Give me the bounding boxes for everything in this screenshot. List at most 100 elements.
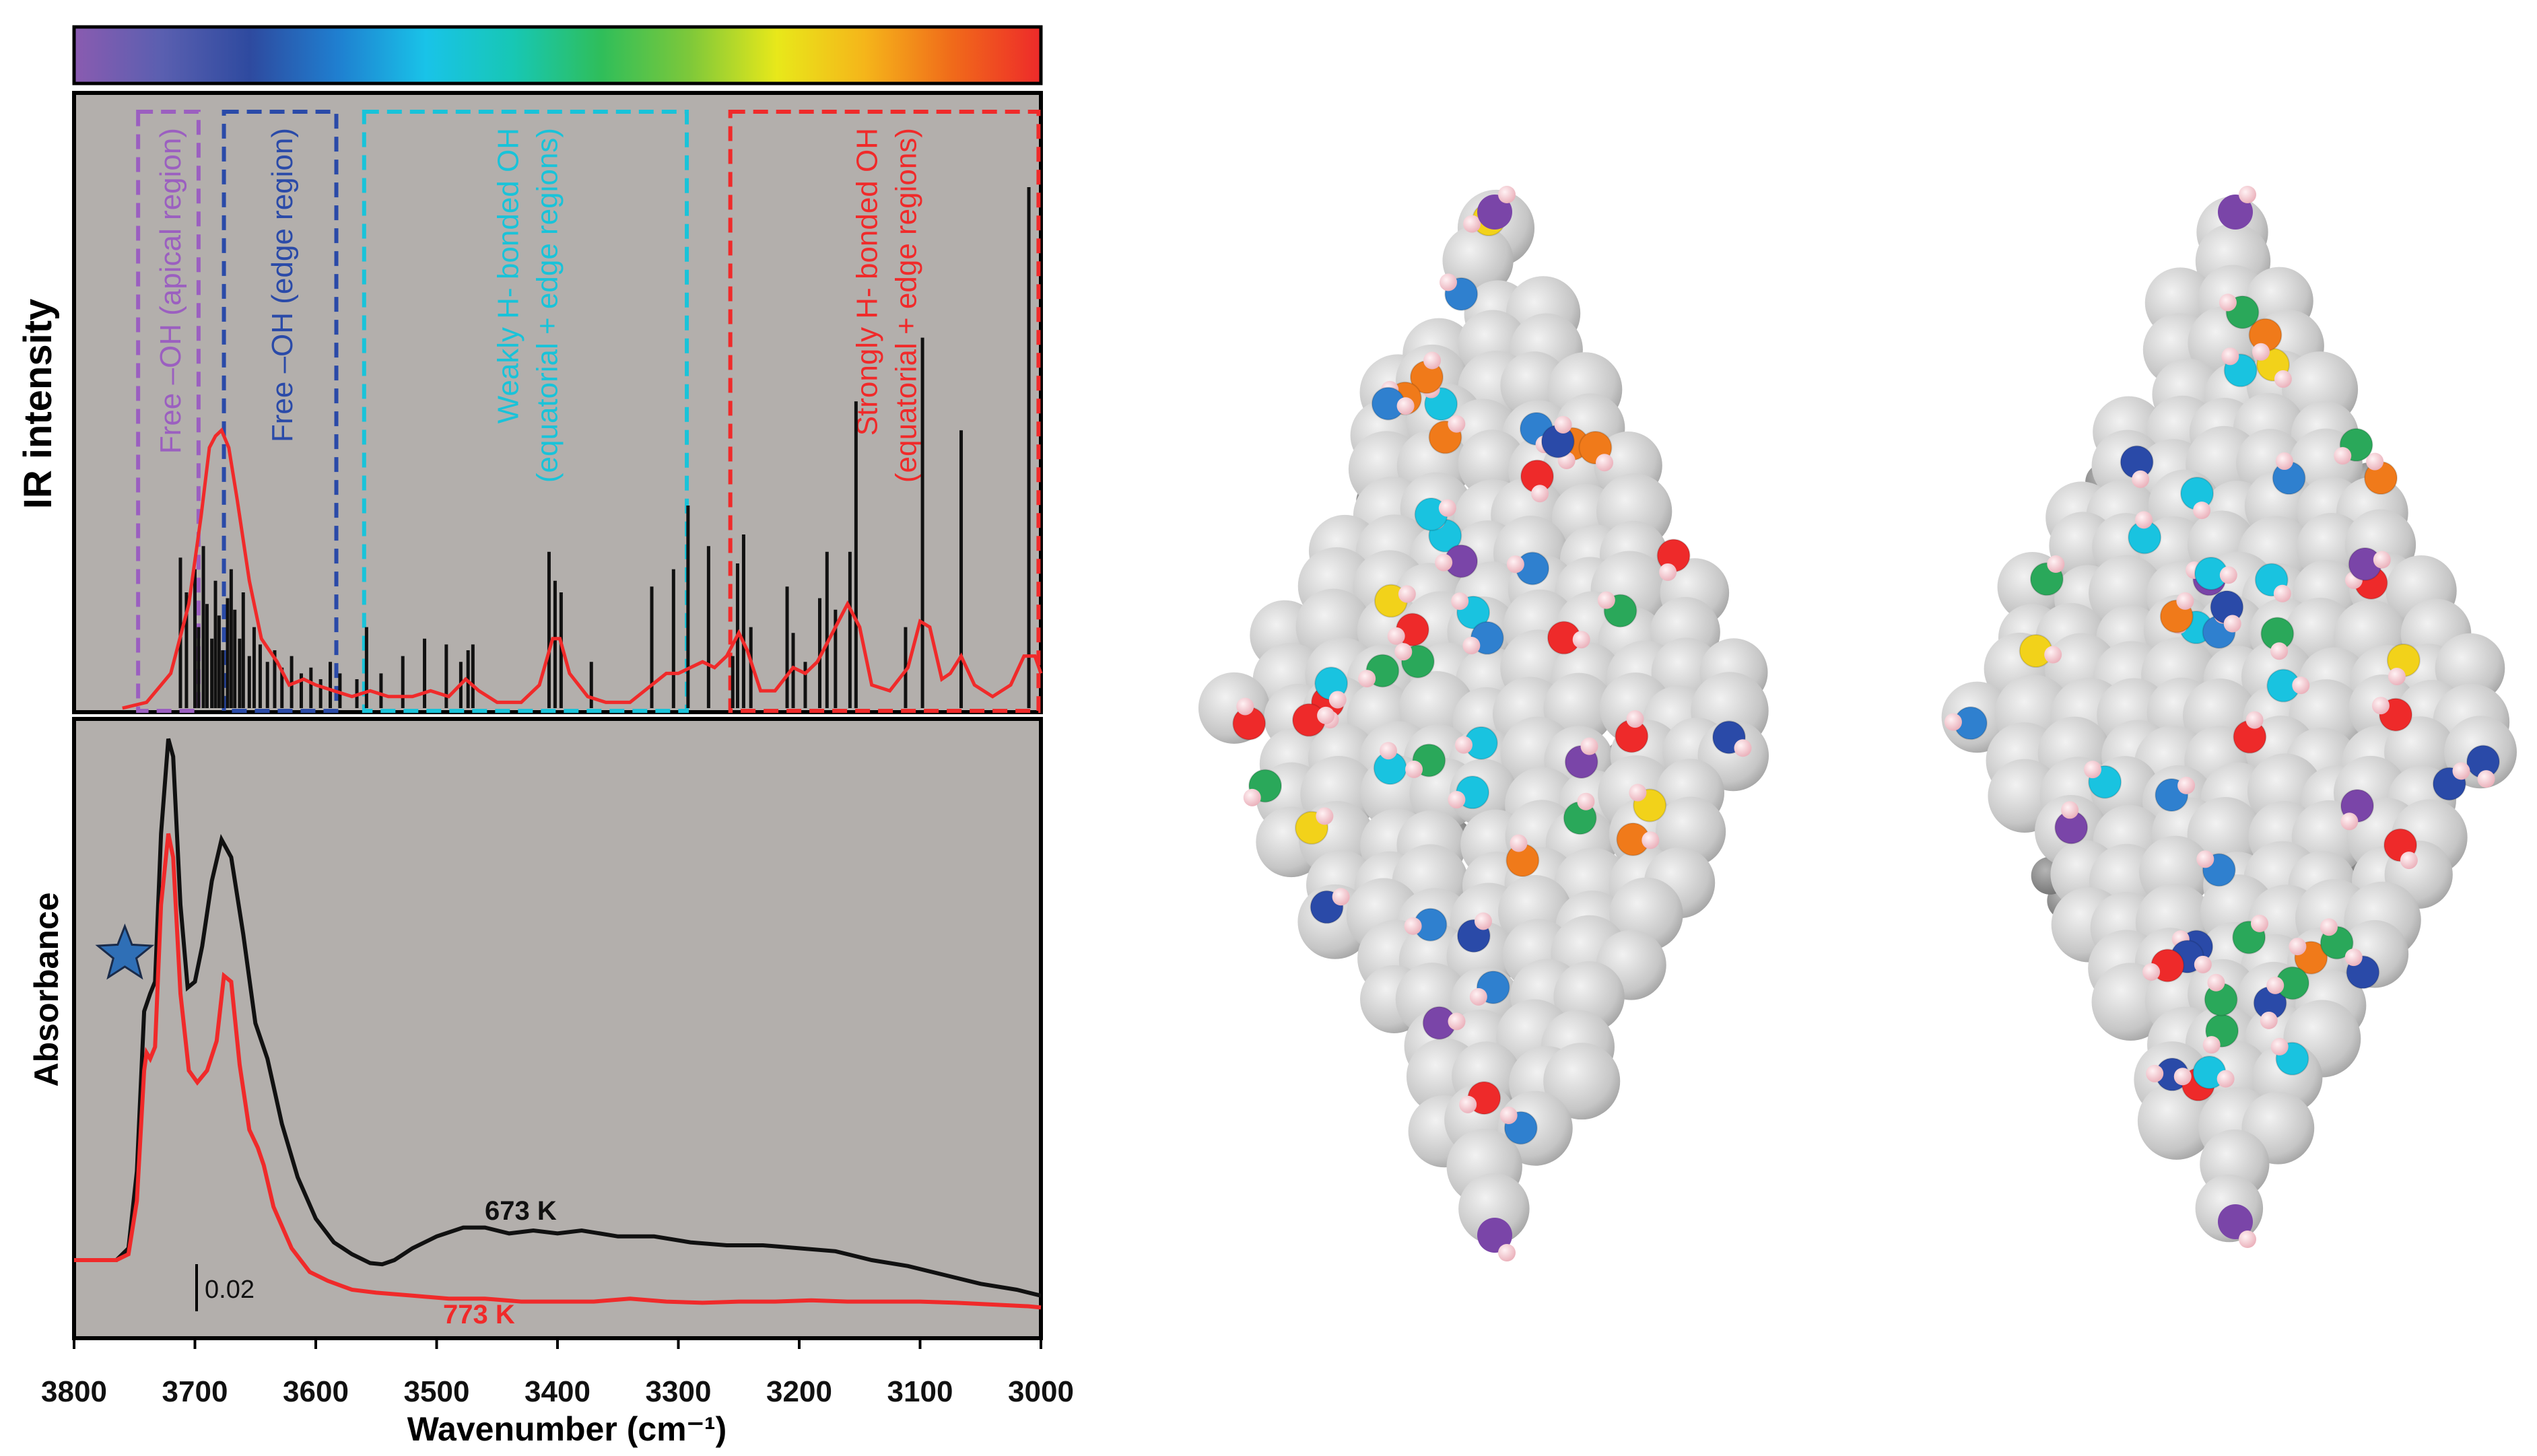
atom-hydrogen — [1236, 697, 1254, 716]
region-label-1-line-1: Free –OH (apical region) — [154, 128, 187, 454]
region-label-3-line-1: Weakly H- bonded OH — [492, 128, 525, 423]
atom-hydrogen — [2047, 555, 2065, 574]
x-tick-label-6: 3300 — [646, 1375, 712, 1408]
atom-hydrogen — [1642, 831, 1660, 850]
atom-hydrogen — [2239, 186, 2256, 203]
atom-hydrogen — [1459, 1095, 1477, 1113]
region-label-4-line-2: (equatorial + edge regions) — [890, 128, 923, 483]
atom-hydrogen — [2193, 501, 2211, 520]
atom-hydrogen — [2219, 566, 2237, 584]
region-label-4-line-1: Strongly H- bonded OH — [851, 128, 884, 436]
atom-hydrogen — [2207, 973, 2225, 992]
atom-hydrogen — [2292, 677, 2310, 695]
cluster-model-2 — [1941, 186, 2517, 1248]
atom-hydrogen — [2270, 1037, 2289, 1055]
atom-hydrogen — [1451, 592, 1469, 611]
atom-apical-oxygen — [1477, 1218, 1512, 1253]
atom-hydrogen — [2219, 293, 2237, 312]
atom-hydrogen — [1531, 485, 1549, 503]
atom-apical-oxygen — [1477, 195, 1512, 230]
atom-hydrogen — [2334, 447, 2352, 465]
atom-hydrogen — [1596, 454, 1614, 472]
atom-hydrogen — [1404, 917, 1422, 935]
atom-hydrogen — [1463, 215, 1481, 233]
atom-hydrogen — [1659, 563, 1677, 581]
region-box-4 — [728, 110, 1041, 713]
x-tick-label-8: 3100 — [887, 1375, 953, 1408]
atom-gray — [1543, 1043, 1621, 1120]
atom-hydrogen — [1448, 790, 1466, 808]
absorbance-panel: 673 K 773 K 0.02 Absorbance 3800 3700 3600… — [28, 717, 1074, 1448]
atom-hydrogen — [1358, 670, 1376, 688]
cluster-model-1 — [1198, 186, 1769, 1261]
atom-hydrogen — [2400, 852, 2418, 870]
x-tick-label-4: 3500 — [404, 1375, 470, 1408]
atom-hydrogen — [1379, 742, 1397, 760]
atom-hydrogen — [2194, 955, 2212, 973]
x-tick-label-3: 3600 — [283, 1375, 349, 1408]
atom-hydrogen — [1597, 591, 1615, 609]
atom-hydrogen — [2245, 711, 2264, 729]
region-boxes: Free –OH (apical region) Free –OH (edge r… — [136, 110, 1041, 713]
atom-hydrogen — [2366, 452, 2384, 471]
atom-hydrogen — [1506, 555, 1524, 574]
atom-hydrogen — [1448, 415, 1466, 433]
atom-hydrogen — [1455, 736, 1473, 754]
atom-hydrogen — [1734, 739, 1752, 757]
atom-hydrogen — [1448, 1012, 1466, 1031]
atom-hydrogen — [2273, 584, 2291, 602]
atom-hydrogen — [2177, 776, 2196, 794]
series-773k-line — [74, 833, 1042, 1310]
atom-hydrogen — [2266, 976, 2285, 994]
atom-hydrogen — [2239, 1230, 2256, 1248]
atom-hydrogen — [1387, 627, 1405, 645]
colorbar-fill — [72, 25, 1043, 85]
region-label-3-line-2: (equatorial + edge regions) — [531, 128, 564, 483]
atom-gray — [2435, 633, 2505, 703]
atom-hydrogen — [1944, 713, 1962, 731]
x-tick-label-5: 3400 — [525, 1375, 590, 1408]
atom-hydrogen — [2274, 370, 2292, 388]
region-box-3 — [362, 110, 689, 713]
atom-hydrogen — [1469, 987, 1487, 1006]
atom-hydrogen — [1317, 706, 1335, 724]
atom-hydrogen — [2289, 938, 2307, 956]
ir-intensity-panel: Free –OH (apical region) Free –OH (edge r… — [16, 91, 1043, 714]
atom-hydrogen — [1554, 415, 1572, 434]
region-box-1 — [136, 110, 201, 713]
x-axis-ticks: 3800 3700 3600 3500 3400 3300 3200 3100 3000 — [41, 1338, 1074, 1408]
x-tick-label-1: 3800 — [41, 1375, 107, 1408]
atom-hydrogen — [1316, 807, 1334, 825]
atom-hydrogen — [2176, 592, 2194, 610]
atom-apical-oxygen — [2218, 195, 2253, 230]
atom-hydrogen — [2217, 1070, 2235, 1088]
star-marker-icon — [95, 923, 155, 980]
atom-hydrogen — [2250, 914, 2268, 932]
atom-hydrogen — [1332, 888, 1350, 906]
atom-hydrogen — [2142, 963, 2161, 981]
atom-hydrogen — [2044, 646, 2062, 664]
atom-hydrogen — [1396, 397, 1415, 415]
atom-hydrogen — [2252, 343, 2270, 361]
atom-hydrogen — [2173, 1068, 2192, 1086]
atom-hydrogen — [1398, 585, 1416, 603]
atom-hydrogen — [2477, 770, 2495, 788]
atom-hydrogen — [1243, 788, 1261, 806]
atom-hydrogen — [1577, 792, 1595, 810]
atom-hydrogen — [1438, 499, 1456, 517]
atom-gray — [1458, 1173, 1530, 1245]
atom-hydrogen — [1328, 691, 1347, 709]
atom-hydrogen — [1498, 1244, 1516, 1261]
series-773k-label: 773 K — [443, 1300, 515, 1329]
atom-hydrogen — [2146, 1064, 2164, 1082]
atom-hydrogen — [2135, 511, 2153, 529]
cluster-models — [1198, 186, 2517, 1261]
atom-hydrogen — [2270, 642, 2289, 660]
atom-hydrogen — [1498, 186, 1516, 203]
atom-hydrogen — [2373, 551, 2391, 569]
atom-gray — [2137, 1082, 2216, 1160]
atom-hydrogen — [2223, 615, 2241, 633]
atom-hydrogen — [2340, 812, 2359, 831]
atom-hydrogen — [2061, 801, 2079, 819]
atom-hydrogen — [2320, 918, 2338, 936]
